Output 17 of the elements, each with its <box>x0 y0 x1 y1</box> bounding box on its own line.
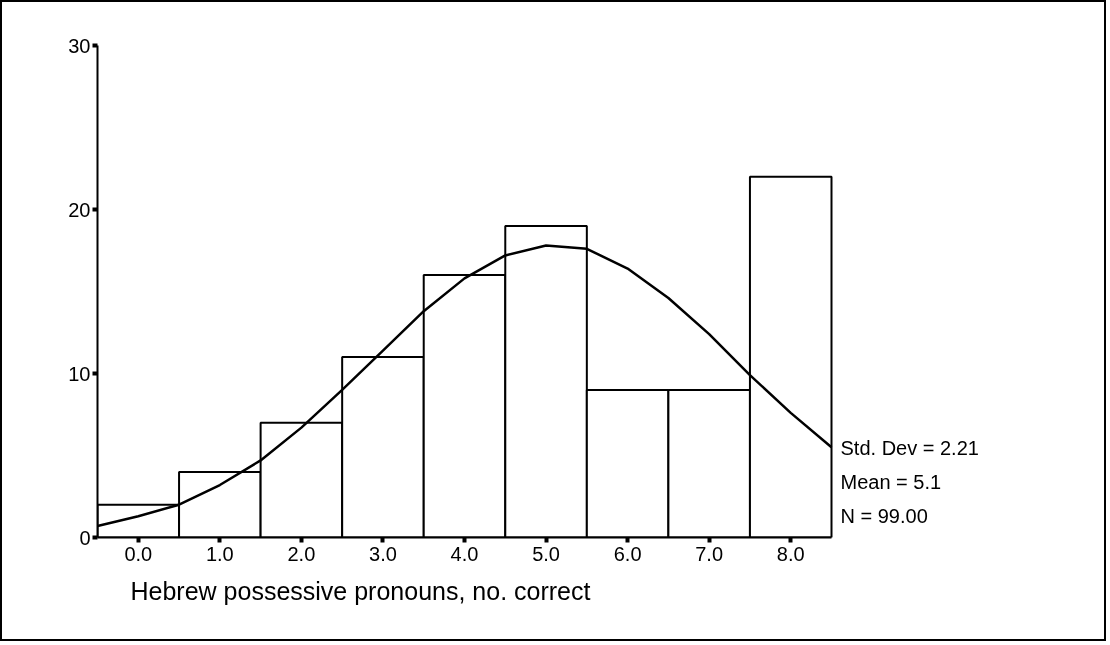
x-tick-label: 7.0 <box>695 542 724 565</box>
text: N = 99.00 <box>840 504 928 527</box>
x-tick-label: 0.0 <box>124 542 153 565</box>
x-axis-title: Hebrew possessive pronouns, no. correct <box>130 576 591 605</box>
x-tick-label: 3.0 <box>369 542 397 565</box>
y-tick-label: 20 <box>68 198 91 221</box>
x-tick-label: 6.0 <box>613 542 642 565</box>
text: Mean = 5.1 <box>840 470 942 493</box>
text: Std. Dev = 2.21 <box>840 436 979 459</box>
x-tick-label: 8.0 <box>776 542 805 565</box>
y-tick-label: 30 <box>68 34 91 57</box>
y-tick-label: 10 <box>68 362 91 385</box>
x-tick-label: 5.0 <box>532 542 560 565</box>
y-tick-label: 0 <box>79 526 91 549</box>
x-tick-label: 1.0 <box>205 542 234 565</box>
x-tick-label: 2.0 <box>287 542 316 565</box>
x-tick-label: 4.0 <box>450 542 479 565</box>
